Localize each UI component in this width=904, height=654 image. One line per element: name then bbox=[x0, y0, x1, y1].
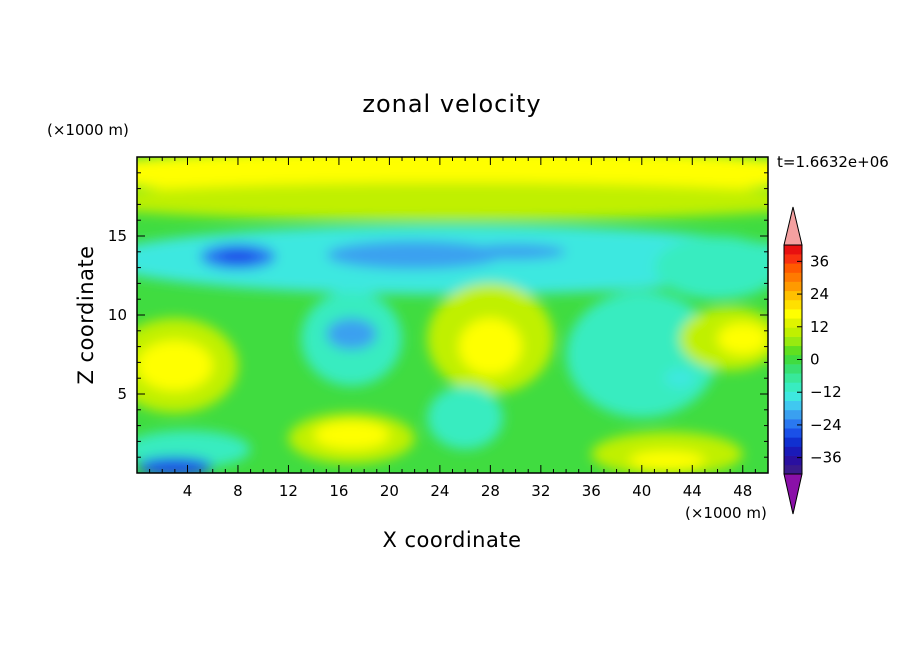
contour-region-22 bbox=[629, 450, 705, 470]
colorbar-band bbox=[784, 281, 802, 292]
colorbar-band bbox=[784, 437, 802, 447]
colorbar-tick-label: 0 bbox=[810, 351, 820, 369]
y-unit-label: (×1000 m) bbox=[47, 121, 129, 139]
colorbar-over-arrow bbox=[783, 206, 803, 246]
chart-title: zonal velocity bbox=[362, 90, 541, 118]
colorbar-band bbox=[784, 382, 802, 392]
x-tick-label: 32 bbox=[531, 482, 550, 500]
colorbar-band bbox=[784, 419, 802, 429]
colorbar-tick-label: 36 bbox=[810, 252, 829, 270]
colorbar-under-arrow bbox=[783, 473, 803, 515]
y-tick-label: 10 bbox=[108, 306, 127, 324]
x-tick-label: 36 bbox=[582, 482, 601, 500]
colorbar-band bbox=[784, 345, 802, 356]
x-tick-label: 28 bbox=[481, 482, 500, 500]
colorbar-band bbox=[784, 373, 802, 383]
contour-region-5 bbox=[326, 240, 503, 270]
colorbar-band bbox=[784, 263, 802, 273]
colorbar-band bbox=[784, 400, 802, 411]
x-tick-label: 44 bbox=[683, 482, 702, 500]
colorbar-band bbox=[784, 354, 802, 365]
colorbar-band bbox=[784, 455, 802, 466]
colorbar-band bbox=[784, 245, 802, 255]
contour-region-12 bbox=[137, 457, 213, 473]
y-axis-ticks: 5 10 15 bbox=[108, 172, 768, 458]
colorbar-band bbox=[784, 272, 802, 282]
colorbar-band bbox=[784, 318, 802, 328]
x-axis-label: X coordinate bbox=[382, 528, 521, 552]
colorbar-band bbox=[784, 428, 802, 438]
contour-region-10 bbox=[137, 340, 213, 391]
x-tick-label: 20 bbox=[380, 482, 399, 500]
time-stamp: t=1.6632e+06 bbox=[777, 153, 889, 171]
contour-region-20 bbox=[717, 322, 768, 355]
colorbar-tick-label: −12 bbox=[810, 383, 842, 401]
contour-region-16 bbox=[458, 318, 522, 376]
contour-region-4 bbox=[217, 249, 259, 264]
x-tick-label: 12 bbox=[279, 482, 298, 500]
x-tick-label: 40 bbox=[632, 482, 651, 500]
colorbar-band bbox=[784, 336, 802, 347]
contour-region-1 bbox=[137, 182, 768, 221]
contour-field bbox=[137, 157, 768, 473]
y-tick-label: 5 bbox=[117, 385, 127, 403]
x-unit-label: (×1000 m) bbox=[685, 504, 767, 522]
contour-region-6 bbox=[465, 243, 567, 260]
contour-region-14 bbox=[313, 420, 390, 450]
contour-region-18 bbox=[664, 368, 695, 388]
colorbar-tick-label: −24 bbox=[810, 416, 842, 434]
colorbar-band bbox=[784, 290, 802, 301]
colorbar-tick-label: 12 bbox=[810, 318, 829, 336]
x-tick-label: 24 bbox=[430, 482, 449, 500]
colorbar-band bbox=[784, 464, 802, 475]
x-tick-label: 16 bbox=[329, 482, 348, 500]
colorbar-band bbox=[784, 309, 802, 319]
colorbar-band bbox=[784, 409, 802, 420]
colorbar-band bbox=[784, 327, 802, 337]
colorbar-band bbox=[784, 254, 802, 264]
y-tick-label: 15 bbox=[108, 227, 127, 245]
colorbar-band bbox=[784, 364, 802, 374]
contour-region-24 bbox=[654, 236, 768, 300]
colorbar-band bbox=[784, 446, 802, 456]
x-tick-label: 48 bbox=[733, 482, 752, 500]
contour-region-23 bbox=[427, 386, 503, 450]
colorbar-tick-label: 24 bbox=[810, 285, 829, 303]
x-axis-ticks: 4 8 12 16 20 24 28 32 36 40 44 48 bbox=[149, 157, 756, 500]
colorbar-band bbox=[784, 299, 802, 310]
colorbar-tick-label: −36 bbox=[810, 449, 842, 467]
y-axis-label: Z coordinate bbox=[74, 245, 98, 384]
colorbar-band bbox=[784, 391, 802, 402]
x-tick-label: 8 bbox=[233, 482, 243, 500]
x-tick-label: 4 bbox=[183, 482, 193, 500]
colorbar: 36 24 12 0 −12 −24 −36 bbox=[783, 206, 842, 515]
contour-region-8 bbox=[326, 318, 377, 350]
